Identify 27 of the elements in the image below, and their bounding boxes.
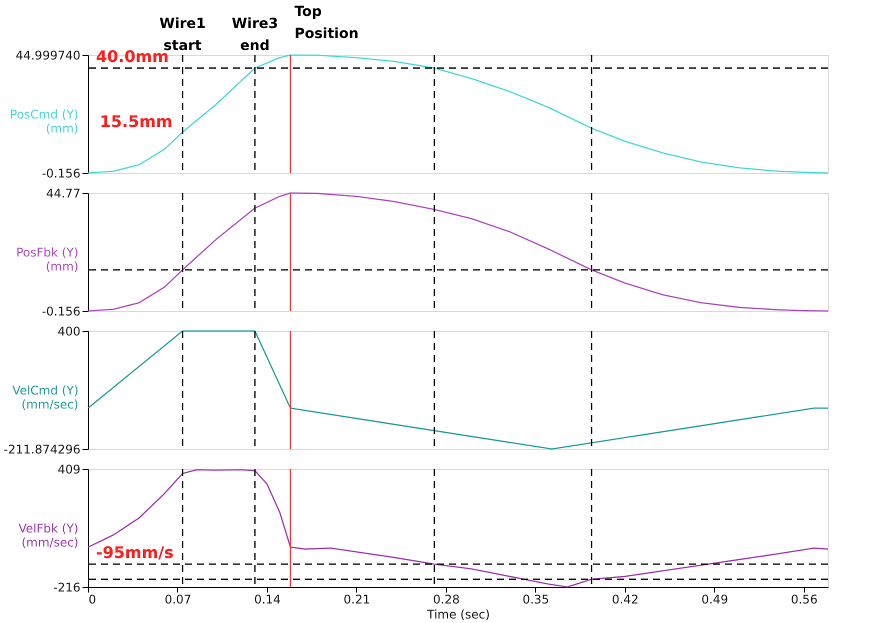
x-tick-label: 0.07	[164, 592, 192, 606]
x-tick-label: 0.28	[433, 592, 460, 606]
y-tick-label: -211.874296	[4, 442, 80, 456]
y-axis-title: PosCmd (Y) (mm)	[10, 108, 78, 136]
x-tick-label: 0.21	[344, 592, 370, 606]
ref-line-label: Wire3 end	[232, 16, 278, 54]
y-tick-label: 400	[58, 324, 80, 338]
ref-line-label: Wire1 start	[159, 16, 206, 54]
y-axis-title: VelFbk (Y) (mm/sec)	[18, 522, 78, 550]
y-axis-title: VelCmd (Y) (mm/sec)	[12, 384, 78, 412]
x-tick-label: 0.42	[612, 592, 639, 606]
x-tick-label: 0.56	[790, 592, 818, 606]
ref-line-label: -95mm/s	[96, 543, 174, 562]
y-tick-label: -0.156	[42, 166, 80, 180]
y-tick-label: -0.156	[42, 304, 80, 318]
ref-line-label: Top Position	[294, 4, 359, 42]
y-tick-label: 44.77	[46, 186, 80, 200]
x-tick-label: 0.49	[701, 592, 728, 606]
x-tick-label: 0.14	[254, 592, 281, 606]
annotation: 15.5mm	[100, 112, 173, 132]
y-tick-label: -216	[53, 580, 80, 594]
y-tick-label: 409	[58, 462, 80, 476]
y-axis-title: PosFbk (Y) (mm)	[16, 246, 78, 274]
x-axis-title: Time (sec)	[426, 608, 490, 622]
y-tick-label: 44.999740	[16, 48, 80, 62]
x-tick-label: 0	[88, 592, 96, 606]
x-tick-label: 0.35	[522, 592, 550, 606]
